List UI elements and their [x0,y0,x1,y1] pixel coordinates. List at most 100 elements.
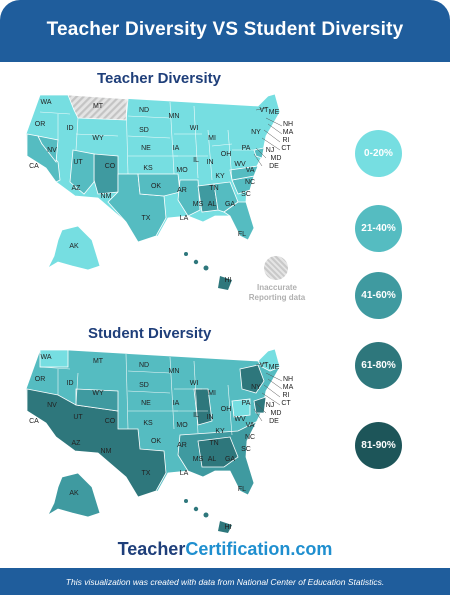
state-label-ca: CA [29,163,39,170]
state-label-md: MD [271,410,282,417]
legend-item: 21-40% [355,205,402,252]
state-label-id: ID [67,380,74,387]
state-label-nj: NJ [266,147,275,154]
state-label-ne: NE [141,145,151,152]
state-label-tx: TX [142,470,151,477]
student-diversity-map: WA OR CA NV ID MT WY UT AZ CO NM ND SD NE KS OK TX MN IA MO… [25,348,294,533]
state-label-vt: VT [260,107,270,114]
state-label-wy: WY [92,390,104,397]
state-label-ar: AR [177,187,187,194]
state-label-ia: IA [173,145,180,152]
state-label-wv: WV [234,161,246,168]
state-label-ks: KS [143,420,153,427]
state-label-ia: IA [173,400,180,407]
state-label-tn: TN [209,440,218,447]
state-label-ok: OK [151,183,161,190]
state-label-ny: NY [251,384,261,391]
state-label-nd: ND [139,107,149,114]
state-label-ky: KY [215,173,225,180]
state-label-la: LA [180,470,189,477]
state-label-or: OR [35,376,46,383]
state-label-mo: MO [176,422,188,429]
state-label-nv: NV [47,147,57,154]
state-label-mt: MT [93,358,104,365]
state-label-tx: TX [142,215,151,222]
state-label-or: OR [35,121,46,128]
state-label-nj: NJ [266,402,275,409]
state-label-ga: GA [225,456,235,463]
state-label-il: IL [193,412,199,419]
state-label-al: AL [208,456,217,463]
teacher-map-title: Teacher Diversity [97,70,221,87]
inaccurate-data-label: Inaccurate Reporting data [248,283,306,302]
state-label-ca: CA [29,418,39,425]
state-label-co: CO [105,163,116,170]
state-label-nm: NM [101,193,112,200]
alaska-shape [47,472,101,518]
legend-item: 0-20% [355,130,402,177]
state-label-id: ID [67,125,74,132]
state-label-in: IN [207,414,214,421]
student-map-title: Student Diversity [88,325,212,342]
state-label-sd: SD [139,127,149,134]
state-label-ga: GA [225,201,235,208]
state-label-mt: MT [93,103,104,110]
state-label-nc: NC [245,179,255,186]
state-label-ma: MA [283,384,294,391]
footer-bar: This visualization was created with data… [0,568,450,595]
state-label-va: VA [246,167,255,174]
state-label-ri: RI [283,137,290,144]
state-label-wa: WA [40,99,51,106]
state-label-mn: MN [169,113,180,120]
state-label-tn: TN [209,185,218,192]
state-label-me: ME [269,109,280,116]
state-label-de: DE [269,418,279,425]
state-label-sd: SD [139,382,149,389]
state-label-ct: CT [281,145,291,152]
page-title: Teacher Diversity VS Student Diversity [46,19,404,40]
state-label-mo: MO [176,167,188,174]
brand-part-1: Teacher [117,539,186,559]
state-label-az: AZ [72,440,82,447]
state-label-nv: NV [47,402,57,409]
state-label-mn: MN [169,368,180,375]
state-label-ny: NY [251,129,261,136]
state-label-il: IL [193,157,199,164]
state-label-ct: CT [281,400,291,407]
state-label-fl: FL [238,486,246,493]
state-label-ms: MS [193,201,204,208]
state-label-mi: MI [208,390,216,397]
brand-logo: TeacherCertification.com [0,539,450,560]
state-label-co: CO [105,418,116,425]
state-label-nc: NC [245,434,255,441]
state-label-mi: MI [208,135,216,142]
state-label-ma: MA [283,129,294,136]
state-label-ut: UT [73,159,83,166]
state-label-nh: NH [283,121,293,128]
state-label-ne: NE [141,400,151,407]
state-label-ms: MS [193,456,204,463]
legend-item: 81-90% [355,422,402,469]
state-label-de: DE [269,163,279,170]
state-label-ar: AR [177,442,187,449]
state-label-az: AZ [72,185,82,192]
hawaii-shape [184,252,232,290]
state-label-me: ME [269,364,280,371]
state-label-vt: VT [260,362,270,369]
legend-item: 61-80% [355,342,402,389]
header-banner: Teacher Diversity VS Student Diversity [0,0,450,62]
hawaii-shape [184,499,232,533]
state-label-va: VA [246,422,255,429]
state-label-ut: UT [73,414,83,421]
alaska-shape [47,225,101,271]
state-label-md: MD [271,155,282,162]
legend-item: 41-60% [355,272,402,319]
state-label-ky: KY [215,428,225,435]
state-label-wa: WA [40,354,51,361]
state-label-sc: SC [241,446,251,453]
state-label-al: AL [208,201,217,208]
state-label-wy: WY [92,135,104,142]
state-label-oh: OH [221,406,232,413]
state-label-pa: PA [242,400,251,407]
state-label-la: LA [180,215,189,222]
